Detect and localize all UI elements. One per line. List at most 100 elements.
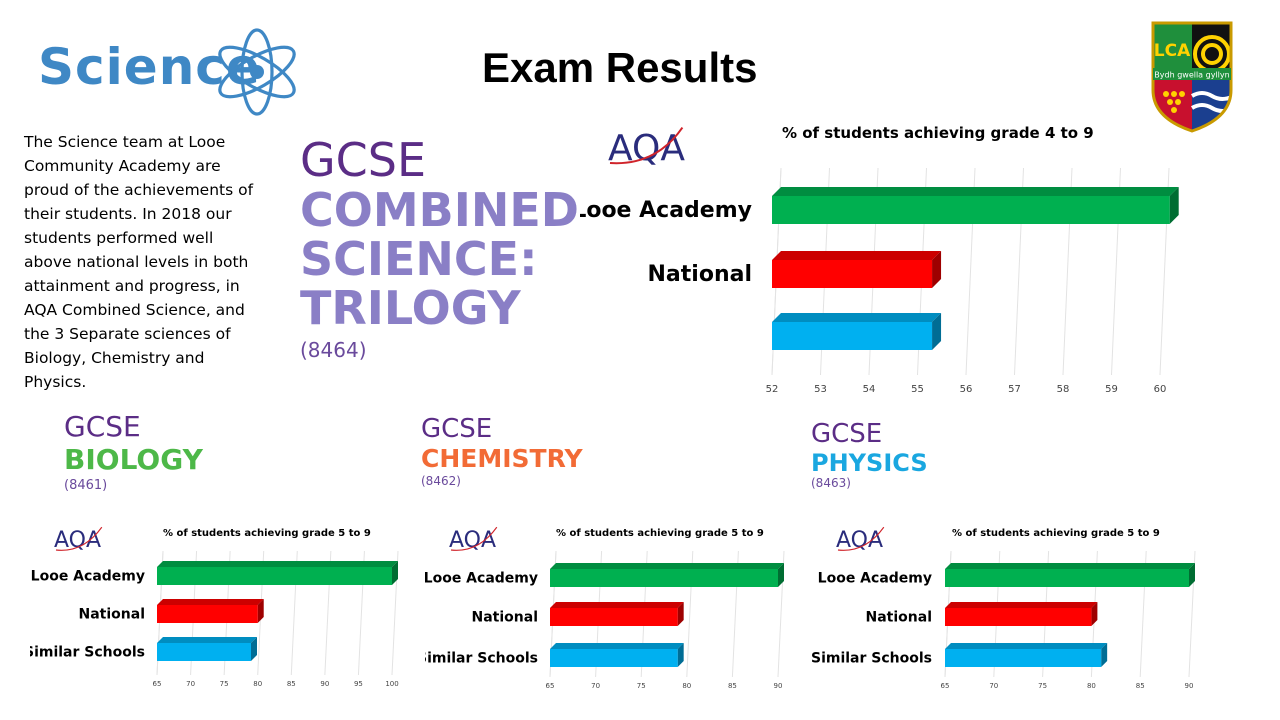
x-tick-label: 70 [186,680,195,688]
x-tick-label: 95 [354,680,363,688]
bar-2 [945,649,1102,667]
x-tick-label: 80 [682,682,691,690]
combined-line-1: COMBINED [300,183,579,237]
category-label: Similar Schools [425,650,538,666]
x-tick-label: 85 [287,680,296,688]
biology-chart: AQA % of students achieving grade 5 to 9 6… [30,526,399,688]
bar-side-2 [677,643,684,667]
intro-paragraph: The Science team at Looe Community Acade… [24,133,254,391]
x-tick-label: 53 [814,384,827,395]
x-tick-label: 57 [1008,384,1021,395]
bar-top-2 [945,643,1108,649]
aqa-logo-swoosh [55,526,103,551]
bar-2 [550,649,678,667]
physics-chart: AQA % of students achieving grade 5 to 9 6… [812,526,1196,690]
aqa-logo: AQA [836,528,883,553]
bar-side-2 [1101,643,1108,667]
chemistry-code: (8462) [421,474,461,488]
x-tick-label: 56 [960,384,973,395]
combined-gcse-label: GCSE [300,133,427,187]
bar-top-0 [157,561,398,567]
x-tick-label: 85 [1136,682,1145,690]
x-tick-label: 75 [637,682,646,690]
x-tick-label: 85 [728,682,737,690]
bar-top-2 [772,313,942,322]
chart-title: % of students achieving grade 5 to 9 [163,528,371,539]
category-label: Similar Schools [812,650,932,666]
aqa-logo: AQA [54,528,101,553]
bar-top-1 [157,599,264,605]
x-tick-label: 55 [911,384,924,395]
x-tick-label: 70 [591,682,600,690]
bar-side-2 [251,637,257,661]
aqa-logo: AQA [449,528,496,553]
x-tick-label: 90 [1185,682,1194,690]
bar-top-2 [157,637,257,643]
x-tick-label: 52 [766,384,779,395]
x-tick-label: 54 [863,384,876,395]
x-tick-label: 65 [941,682,950,690]
bar-1 [772,260,933,288]
x-tick-label: 75 [1038,682,1047,690]
combined-line-2: SCIENCE: [300,232,538,286]
category-label: National [866,609,933,625]
x-tick-label: 75 [220,680,229,688]
x-tick-label: 90 [320,680,329,688]
chemistry-title: CHEMISTRY [421,444,583,473]
chemistry-gcse-label: GCSE [421,414,493,444]
x-tick-label: 65 [153,680,162,688]
x-tick-label: 80 [1087,682,1096,690]
x-tick-label: 65 [546,682,555,690]
category-label: Looe Academy [425,570,538,586]
category-label: National [648,262,752,287]
bar-0 [157,567,392,585]
bar-top-0 [772,187,1179,196]
category-label: National [472,609,539,625]
bar-top-1 [550,602,684,608]
combined-science-chart: AQA% of students achieving grade 4 to 95… [580,124,1179,395]
bar-top-2 [550,643,684,649]
bar-1 [945,608,1092,626]
x-tick-label: 100 [385,680,398,688]
x-tick-label: 80 [253,680,262,688]
aqa-logo-swoosh [609,127,684,165]
aqa-logo-swoosh [450,526,498,551]
school-crest-logo: LCA Bydh gwella gyllyn [1151,21,1233,133]
chart-title: % of students achieving grade 5 to 9 [952,528,1160,539]
bar-side-2 [932,313,942,350]
bar-side-1 [257,599,264,623]
bar-0 [550,569,778,587]
category-label: Similar Schools [30,644,145,660]
physics-gcse-label: GCSE [811,419,883,449]
bar-top-0 [945,563,1195,569]
bar-1 [550,608,678,626]
x-tick-label: 58 [1057,384,1070,395]
page-title: Exam Results [482,44,758,91]
bar-side-1 [1091,602,1098,626]
biology-title: BIOLOGY [64,443,203,476]
bar-side-1 [677,602,684,626]
physics-title: PHYSICS [811,449,928,477]
bar-side-0 [392,561,398,585]
biology-code: (8461) [64,478,108,493]
combined-code: (8464) [300,338,367,362]
bar-side-0 [1189,563,1195,587]
bar-top-1 [772,251,942,260]
x-tick-label: 59 [1105,384,1118,395]
combined-science-title: COMBINED SCIENCE: TRILOGY [300,186,579,333]
bar-side-0 [1169,187,1179,224]
bar-2 [772,322,933,350]
bar-top-0 [550,563,784,569]
bar-0 [945,569,1189,587]
chart-title: % of students achieving grade 4 to 9 [782,124,1094,142]
bar-side-0 [778,563,784,587]
bar-1 [157,605,258,623]
bar-0 [772,196,1170,224]
bar-side-1 [932,251,942,288]
category-label: Looe Academy [818,570,932,586]
category-label: Looe Academy [580,198,752,223]
category-label: Looe Academy [31,568,145,584]
bar-2 [157,643,251,661]
chart-title: % of students achieving grade 5 to 9 [556,528,764,539]
category-label: National [79,606,146,622]
